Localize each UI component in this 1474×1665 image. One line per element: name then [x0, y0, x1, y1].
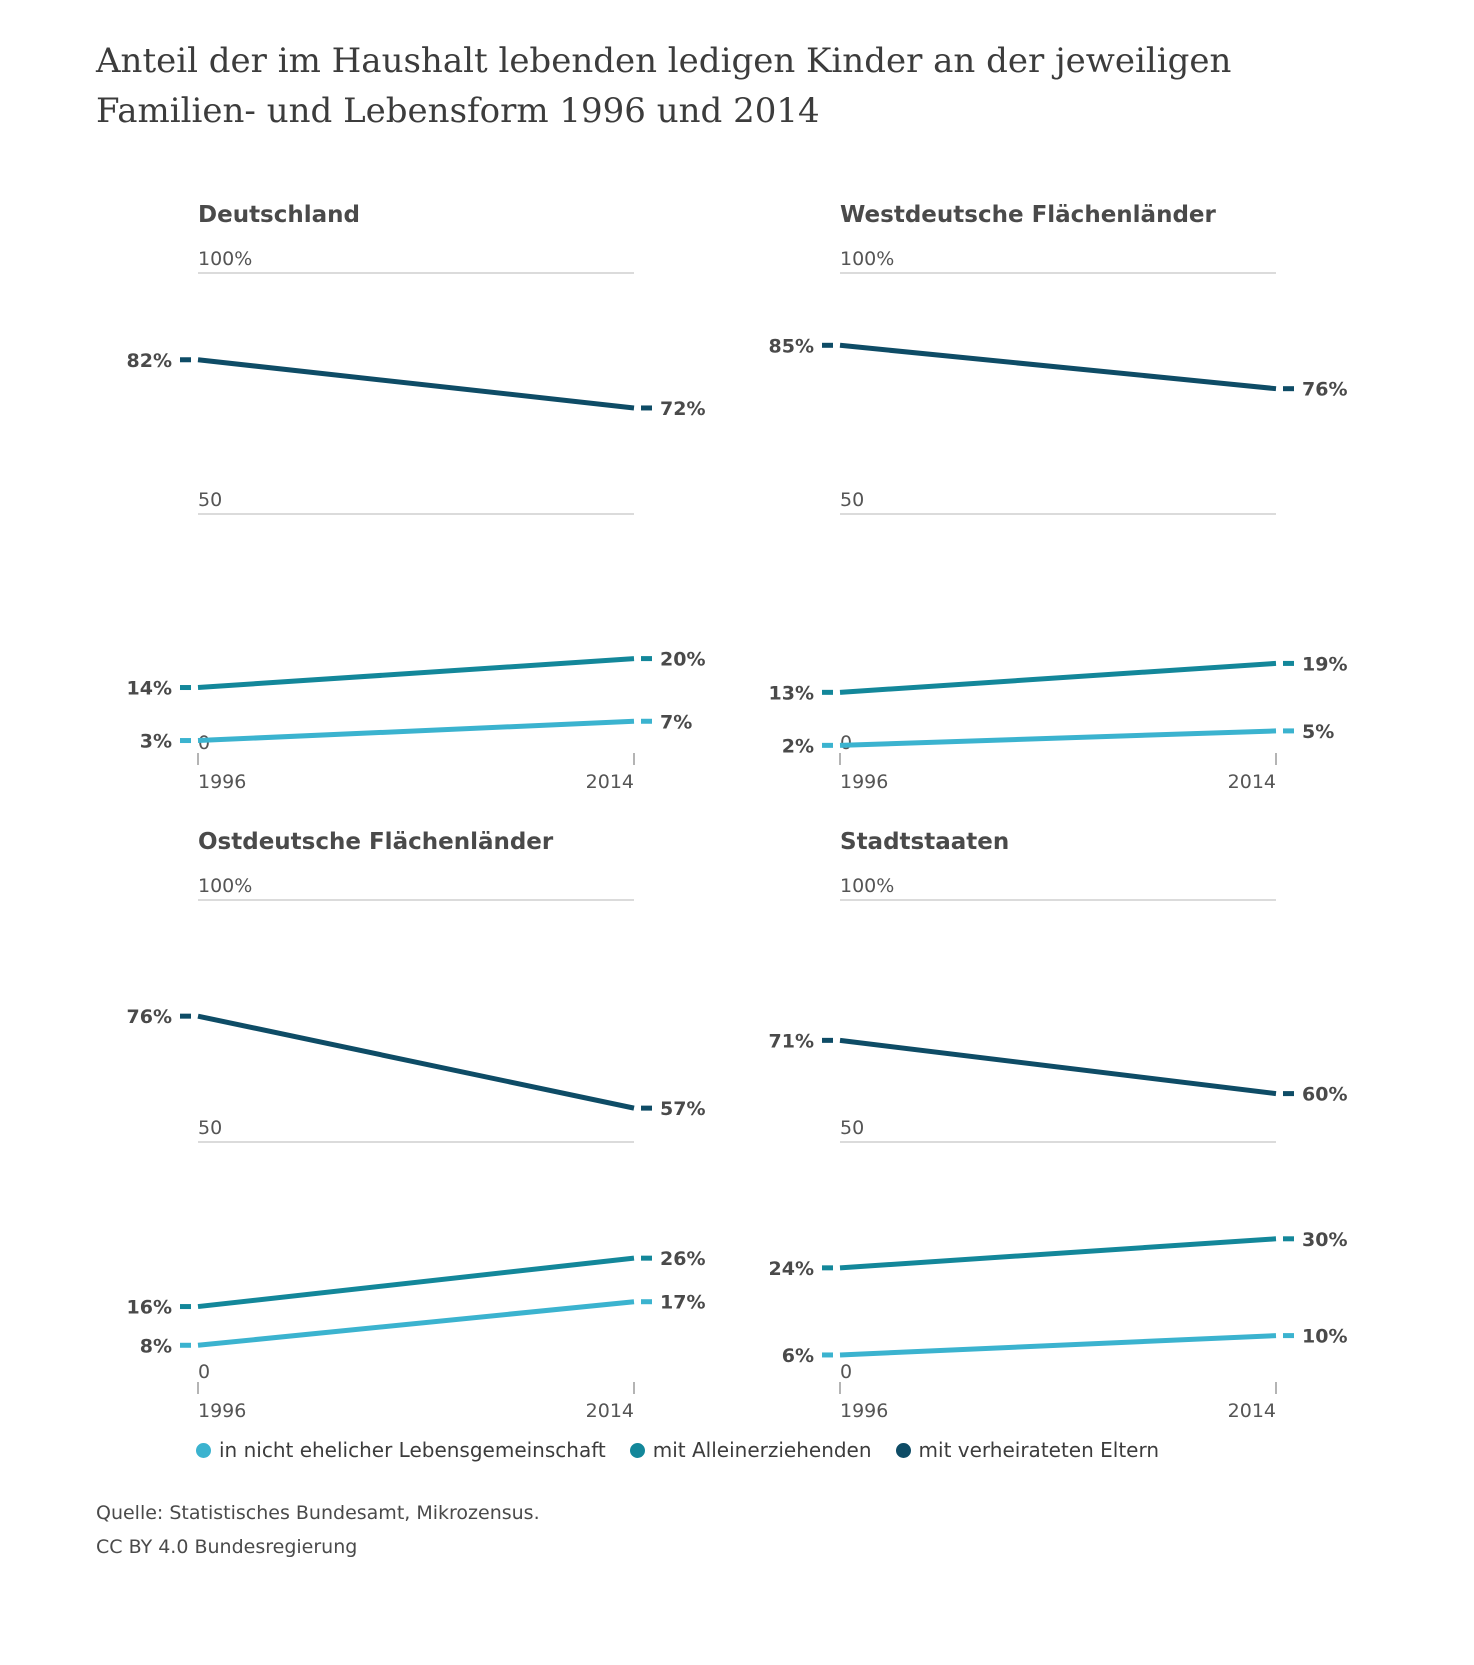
value-label-1996-mit-verheirateten-eltern: 85% [769, 335, 814, 357]
legend-item-verheiratet: mit verheirateten Eltern [895, 1438, 1160, 1462]
series-line-mit-alleinerziehenden [197, 1255, 635, 1310]
series-line-in-nicht-ehelicher-lebensgemeinschaft [197, 718, 635, 744]
tick-label-50: 50 [840, 489, 864, 511]
tick-label-50: 50 [198, 489, 222, 511]
x-tick-label-2014: 2014 [1228, 771, 1276, 793]
value-label-2014-mit-verheirateten-eltern: 60% [1302, 1084, 1347, 1106]
panel-title-westdeutsche-flaechenlaender: Westdeutsche Flächenländer [840, 202, 1217, 228]
value-label-1996-mit-alleinerziehenden: 24% [769, 1258, 814, 1280]
legend: in nicht ehelicher Lebensgemeinschaft mi… [196, 1438, 1159, 1462]
series-line-mit-alleinerziehenden [839, 660, 1277, 695]
tick-label-100: 100% [198, 875, 252, 897]
series-line-mit-verheirateten-eltern [839, 342, 1277, 392]
value-label-2014-mit-alleinerziehenden: 19% [1302, 653, 1347, 675]
series-line-in-nicht-ehelicher-lebensgemeinschaft [839, 728, 1277, 748]
value-label-2014-mit-alleinerziehenden: 26% [660, 1248, 705, 1270]
value-label-2014-mit-verheirateten-eltern: 72% [660, 398, 705, 420]
panel-stadtstaaten: Stadtstaaten 100% 50 0 1996 2014 71% 60% 24% 30% 6… [769, 829, 1348, 1422]
series-line-mit-alleinerziehenden [839, 1236, 1277, 1271]
x-tick-label-2014: 2014 [586, 1400, 634, 1422]
tick-label-0: 0 [198, 1361, 210, 1383]
tick-label-50: 50 [198, 1117, 222, 1139]
tick-label-100: 100% [840, 875, 894, 897]
series-line-mit-verheirateten-eltern [197, 357, 635, 411]
tick-label-100: 100% [198, 248, 252, 270]
x-tick-label-1996: 1996 [198, 771, 246, 793]
value-label-2014-in-nicht-ehelicher-lebensgemeinschaft: 5% [1302, 721, 1334, 743]
legend-swatch-nichtehelich [196, 1442, 211, 1458]
legend-swatch-alleinerziehend [629, 1442, 645, 1458]
legend-label-nichtehelich: in nicht ehelicher Lebensgemeinschaft [219, 1438, 606, 1462]
source-note: Quelle: Statistisches Bundesamt, Mikroze… [96, 1502, 540, 1524]
legend-item-nichtehelich: in nicht ehelicher Lebensgemeinschaft [196, 1438, 606, 1462]
value-label-2014-mit-verheirateten-eltern: 57% [660, 1098, 705, 1120]
value-label-2014-mit-alleinerziehenden: 30% [1302, 1229, 1347, 1251]
x-tick-label-2014: 2014 [1228, 1400, 1276, 1422]
legend-swatch-verheiratet [895, 1442, 911, 1458]
series-line-mit-verheirateten-eltern [839, 1037, 1277, 1097]
x-tick-label-1996: 1996 [840, 1400, 888, 1422]
panel-title-stadtstaaten: Stadtstaaten [840, 829, 1009, 855]
value-label-2014-mit-verheirateten-eltern: 76% [1302, 379, 1347, 401]
value-label-1996-in-nicht-ehelicher-lebensgemeinschaft: 3% [140, 731, 172, 753]
value-label-2014-mit-alleinerziehenden: 20% [660, 649, 705, 671]
value-label-1996-in-nicht-ehelicher-lebensgemeinschaft: 6% [782, 1345, 814, 1367]
x-tick-label-2014: 2014 [586, 771, 634, 793]
value-label-1996-mit-alleinerziehenden: 16% [127, 1297, 172, 1319]
value-label-1996-in-nicht-ehelicher-lebensgemeinschaft: 8% [140, 1335, 172, 1357]
chart-title: Anteil der im Haushalt lebenden ledigen … [96, 41, 1232, 131]
series-line-in-nicht-ehelicher-lebensgemeinschaft [197, 1299, 635, 1348]
value-label-2014-in-nicht-ehelicher-lebensgemeinschaft: 10% [1302, 1326, 1347, 1348]
tick-label-0: 0 [840, 1361, 852, 1383]
value-label-1996-mit-alleinerziehenden: 14% [127, 678, 172, 700]
panel-title-ostdeutsche-flaechenlaender: Ostdeutsche Flächenländer [198, 829, 554, 855]
series-line-mit-alleinerziehenden [197, 656, 635, 691]
value-label-1996-in-nicht-ehelicher-lebensgemeinschaft: 2% [782, 735, 814, 757]
license-note: CC BY 4.0 Bundesregierung [96, 1536, 358, 1558]
series-line-in-nicht-ehelicher-lebensgemeinschaft [839, 1333, 1277, 1358]
panel-title-deutschland: Deutschland [198, 202, 360, 228]
tick-label-0: 0 [198, 732, 210, 754]
tick-label-50: 50 [840, 1117, 864, 1139]
value-label-1996-mit-verheirateten-eltern: 82% [127, 350, 172, 372]
panel-deutschland: Deutschland 100% 50 0 1996 2014 82% 72% 14% 20% 3%… [127, 202, 706, 793]
tick-label-100: 100% [840, 248, 894, 270]
footer: Quelle: Statistisches Bundesamt, Mikroze… [96, 1496, 540, 1564]
value-label-2014-in-nicht-ehelicher-lebensgemeinschaft: 17% [660, 1292, 705, 1314]
value-label-1996-mit-alleinerziehenden: 13% [769, 682, 814, 704]
value-label-2014-in-nicht-ehelicher-lebensgemeinschaft: 7% [660, 711, 692, 733]
series-line-mit-verheirateten-eltern [197, 1013, 635, 1111]
x-tick-label-1996: 1996 [840, 771, 888, 793]
legend-label-alleinerziehend: mit Alleinerziehenden [652, 1438, 872, 1462]
legend-item-alleinerziehend: mit Alleinerziehenden [629, 1438, 872, 1462]
panel-ostdeutsche-flaechenlaender: Ostdeutsche Flächenländer 100% 50 0 1996 2014… [127, 829, 706, 1422]
x-tick-label-1996: 1996 [198, 1400, 246, 1422]
panel-westdeutsche-flaechenlaender: Westdeutsche Flächenländer100%5001996201… [769, 202, 1348, 793]
value-label-1996-mit-verheirateten-eltern: 76% [127, 1006, 172, 1028]
value-label-1996-mit-verheirateten-eltern: 71% [769, 1030, 814, 1052]
legend-label-verheiratet: mit verheirateten Eltern [918, 1438, 1160, 1462]
